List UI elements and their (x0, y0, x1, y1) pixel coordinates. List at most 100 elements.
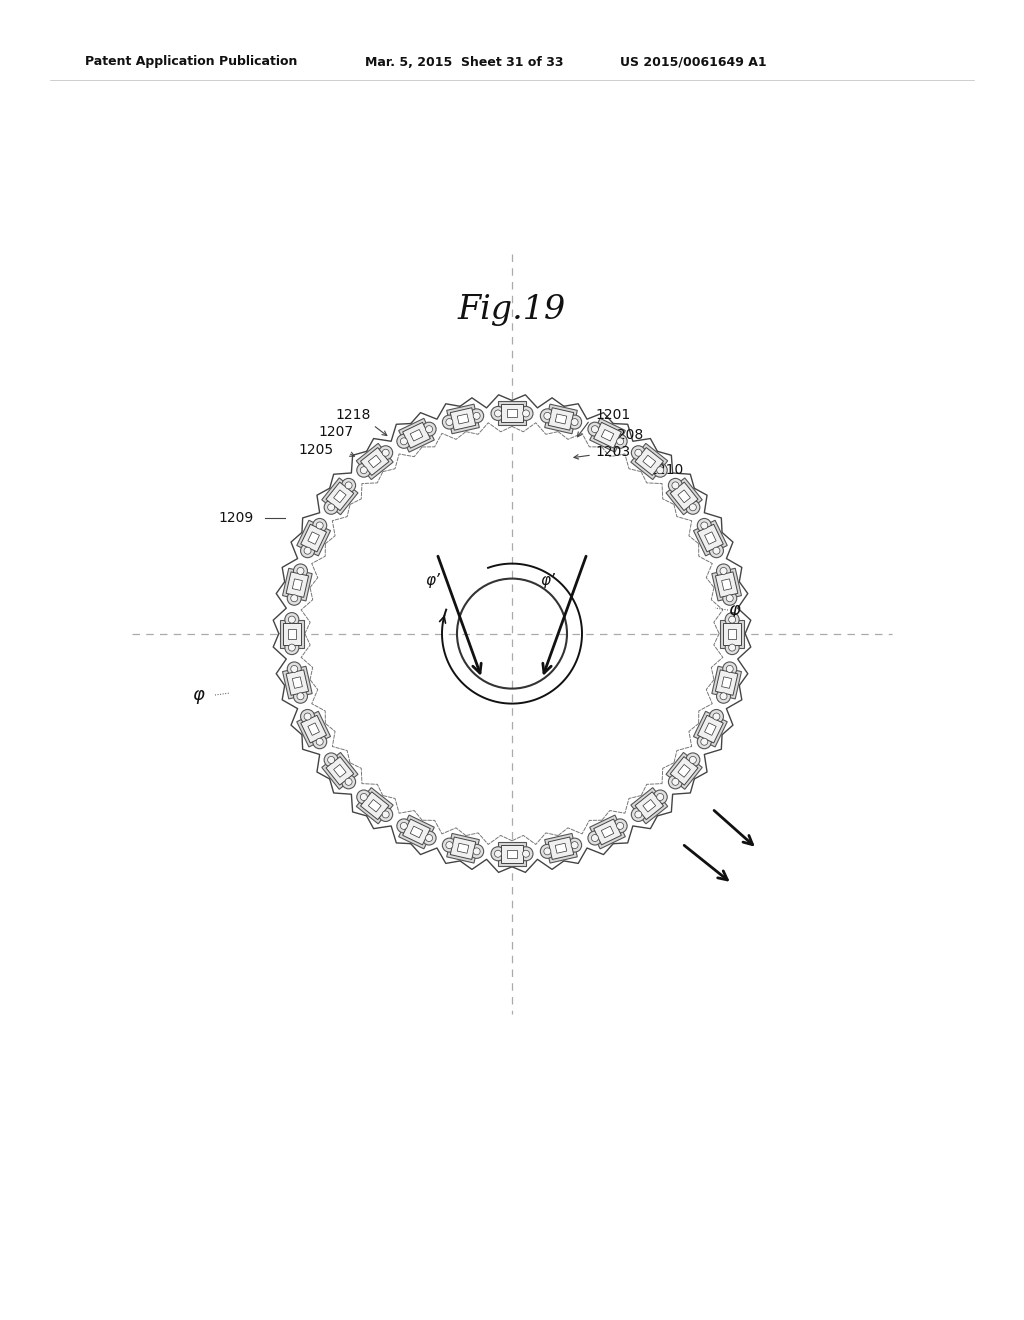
Circle shape (291, 665, 298, 672)
Circle shape (567, 838, 582, 853)
Polygon shape (722, 677, 732, 688)
Circle shape (356, 463, 371, 478)
Polygon shape (555, 414, 566, 424)
Polygon shape (360, 447, 389, 475)
Polygon shape (398, 418, 434, 453)
Circle shape (490, 407, 505, 421)
Circle shape (717, 689, 730, 704)
Polygon shape (411, 429, 423, 441)
Circle shape (294, 564, 307, 578)
Circle shape (328, 756, 335, 763)
Circle shape (571, 842, 579, 849)
Polygon shape (322, 752, 358, 789)
Circle shape (316, 521, 324, 529)
Polygon shape (286, 572, 308, 598)
Circle shape (653, 463, 668, 478)
Circle shape (422, 832, 436, 845)
Polygon shape (411, 826, 423, 838)
Polygon shape (356, 444, 393, 479)
Polygon shape (360, 792, 389, 820)
Circle shape (519, 846, 534, 861)
Circle shape (656, 793, 664, 800)
Polygon shape (451, 408, 476, 430)
Circle shape (672, 779, 679, 785)
Text: 1203: 1203 (595, 445, 630, 459)
Circle shape (522, 411, 529, 417)
Polygon shape (666, 478, 702, 515)
Circle shape (345, 779, 352, 785)
Polygon shape (501, 404, 523, 422)
Circle shape (686, 752, 699, 767)
Circle shape (729, 616, 735, 623)
Circle shape (588, 422, 602, 436)
Circle shape (288, 661, 301, 676)
Circle shape (382, 449, 389, 457)
Polygon shape (458, 414, 469, 424)
Text: Fig.19: Fig.19 (458, 294, 566, 326)
Circle shape (544, 412, 551, 420)
Polygon shape (280, 619, 304, 648)
Polygon shape (716, 572, 738, 598)
Circle shape (613, 818, 627, 833)
Polygon shape (723, 623, 741, 644)
Polygon shape (548, 837, 573, 859)
Polygon shape (507, 409, 517, 417)
Circle shape (669, 478, 682, 492)
Circle shape (342, 775, 355, 789)
Text: 1209: 1209 (218, 511, 253, 525)
Circle shape (325, 500, 338, 515)
Circle shape (689, 504, 696, 511)
Circle shape (495, 411, 502, 417)
Circle shape (726, 595, 733, 602)
Polygon shape (678, 490, 690, 503)
Text: 1208: 1208 (608, 428, 643, 442)
Text: φ’: φ’ (540, 573, 555, 587)
Circle shape (382, 810, 389, 818)
Polygon shape (594, 422, 622, 447)
Text: US 2015/0061649 A1: US 2015/0061649 A1 (620, 55, 767, 69)
Circle shape (328, 504, 335, 511)
Circle shape (669, 775, 682, 789)
Circle shape (360, 793, 368, 800)
Polygon shape (326, 482, 353, 511)
Circle shape (400, 822, 408, 829)
Polygon shape (666, 752, 702, 789)
Polygon shape (643, 455, 655, 467)
Circle shape (632, 446, 645, 459)
Circle shape (723, 591, 736, 606)
Circle shape (713, 713, 720, 719)
Polygon shape (705, 532, 716, 544)
Circle shape (325, 752, 338, 767)
Circle shape (725, 612, 739, 627)
Polygon shape (334, 764, 346, 777)
Circle shape (726, 665, 733, 672)
Circle shape (723, 661, 736, 676)
Circle shape (544, 847, 551, 855)
Circle shape (379, 808, 392, 821)
Polygon shape (292, 677, 302, 688)
Circle shape (316, 738, 324, 746)
Polygon shape (631, 788, 668, 824)
Circle shape (304, 713, 311, 719)
Polygon shape (398, 814, 434, 849)
Circle shape (426, 425, 432, 433)
Circle shape (312, 519, 327, 532)
Circle shape (697, 735, 712, 748)
Circle shape (519, 407, 534, 421)
Circle shape (686, 500, 699, 515)
Polygon shape (720, 619, 744, 648)
Polygon shape (728, 628, 736, 639)
Circle shape (541, 409, 554, 422)
Polygon shape (671, 756, 698, 785)
Circle shape (289, 616, 295, 623)
Circle shape (571, 418, 579, 425)
Polygon shape (635, 792, 664, 820)
Polygon shape (507, 850, 517, 858)
Polygon shape (297, 520, 331, 556)
Polygon shape (712, 569, 741, 601)
Circle shape (635, 810, 642, 818)
Circle shape (297, 568, 304, 574)
Circle shape (356, 789, 371, 804)
Circle shape (397, 818, 411, 833)
Circle shape (613, 434, 627, 449)
